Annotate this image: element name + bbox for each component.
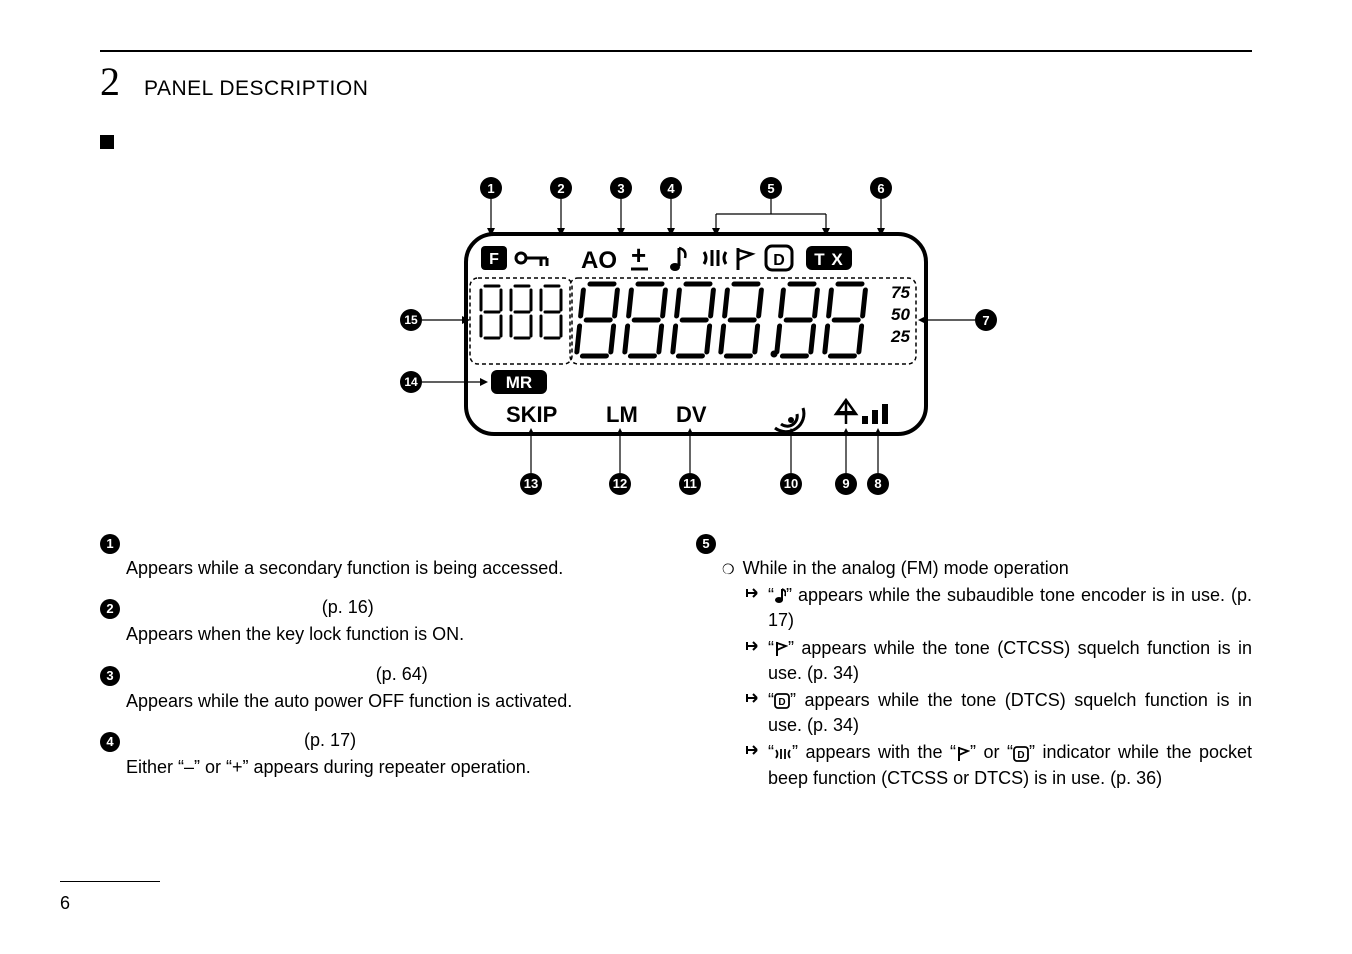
lcd-diagram: 1 2 3 4 5 6 F [100,174,1252,504]
item-5-lead: While in the analog (FM) mode operation [743,556,1069,581]
svg-text:6: 6 [877,181,884,196]
svg-text:13: 13 [524,476,538,491]
svg-text:D: D [773,252,785,269]
svg-text:14: 14 [404,375,418,389]
svg-text:3: 3 [617,181,624,196]
svg-text:2: 2 [557,181,564,196]
note-icon [774,588,786,604]
description-columns: 1 Appears while a secondary function is … [100,534,1252,791]
callout-3: 3 [100,666,120,686]
item-5-sub3: “D” appears while the tone (DTCS) squelc… [746,688,1252,738]
svg-text:4: 4 [667,181,675,196]
q4b: ” appears with the “ [792,742,956,762]
svg-text:+: + [631,240,646,270]
svg-text:MR: MR [506,373,532,392]
item-5-sub1: “” appears while the subaudible tone enc… [746,583,1252,633]
item-1: 1 Appears while a secondary function is … [100,534,656,581]
arrow-icon [746,744,762,756]
item-3: 3 AUTO POWER OFF ICON (p. 64) Appears wh… [100,662,656,714]
page-rule [60,881,160,882]
item-1-body: Appears while a secondary function is be… [126,556,656,581]
arrow-icon [746,640,762,652]
svg-text:75: 75 [891,283,910,302]
chapter-header: 2 PANEL DESCRIPTION [100,58,1252,105]
svg-text:LM: LM [606,402,638,427]
item-5: 5 ❍ While in the analog (FM) mode operat… [696,534,1252,791]
callout-5: 5 [696,534,716,554]
pocket-beep-icon [774,747,792,761]
item-3-pref: (p. 64) [376,662,428,687]
chapter-number: 2 [100,58,120,105]
item-2-pref: (p. 16) [322,595,374,620]
page-number: 6 [60,893,70,914]
svg-text:10: 10 [784,476,798,491]
hollow-bullet-icon: ❍ [722,560,735,580]
ctcss-flag-icon [956,746,970,762]
svg-text:D: D [1017,750,1024,761]
svg-text:8: 8 [874,476,881,491]
svg-text:T X: T X [814,250,843,269]
dtcs-square-icon: D [774,693,790,709]
q1c: ” appears while the subaudible tone enco… [768,585,1252,630]
svg-text:5: 5 [767,181,774,196]
svg-text:15: 15 [404,313,418,327]
dtcs-square-icon: D [1013,746,1029,762]
item-5-sub4: “” appears with the “” or “D” indicator … [746,740,1252,790]
item-5-sub2: “” appears while the tone (CTCSS) squelc… [746,636,1252,686]
q4c: ” or “ [970,742,1013,762]
svg-text:D: D [778,697,785,708]
svg-text:7: 7 [982,313,989,328]
callout-1: 1 [100,534,120,554]
svg-text:SKIP: SKIP [506,402,557,427]
svg-text:F: F [489,251,499,268]
svg-text:AO: AO [581,247,617,274]
arrow-icon [746,587,762,599]
ctcss-flag-icon [774,641,788,657]
item-2-body: Appears when the key lock function is ON… [126,622,656,647]
q2c: ” appears while the tone (CTCSS) squelch… [768,638,1252,683]
item-2: 2 KEY LOCK ICON (p. 16) Appears when the… [100,595,656,647]
svg-text:25: 25 [890,327,910,346]
q3c: ” appears while the tone (DTCS) squelch … [768,690,1252,735]
item-4-body: Either “–” or “+” appears during repeate… [126,755,656,780]
svg-text:50: 50 [891,305,910,324]
top-rule [100,50,1252,52]
item-3-body: Appears while the auto power OFF functio… [126,689,656,714]
item-4-pref: (p. 17) [304,728,356,753]
item-4: 4 DUPLEX ICON (p. 17) Either “–” or “+” … [100,728,656,780]
right-column: 5 ❍ While in the analog (FM) mode operat… [696,534,1252,791]
svg-text:11: 11 [683,476,697,491]
chapter-title: PANEL DESCRIPTION [144,77,368,101]
svg-text:12: 12 [613,476,627,491]
callout-2: 2 [100,599,120,619]
callout-4: 4 [100,732,120,752]
svg-text:9: 9 [842,476,849,491]
svg-text:1: 1 [487,181,494,196]
section-marker [100,135,114,149]
left-column: 1 Appears while a secondary function is … [100,534,656,791]
arrow-icon [746,692,762,704]
lcd-svg: 1 2 3 4 5 6 F [316,174,1036,504]
svg-text:DV: DV [676,402,707,427]
